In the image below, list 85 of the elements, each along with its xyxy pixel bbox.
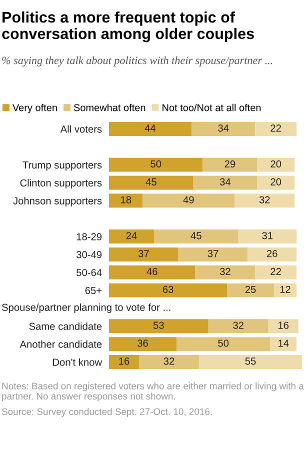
bar [108, 337, 176, 352]
y-tick-label: Johnson supporters [13, 196, 102, 206]
data-label: 20 [270, 178, 282, 186]
data-label: 45 [190, 232, 202, 240]
legend-label: Not too/Not at all often [162, 104, 261, 112]
data-label: 22 [270, 268, 281, 275]
bar [154, 230, 238, 244]
bar [257, 176, 295, 190]
text: Notes: Based on registered voters who are either married or living with a partner. No answer responses not shown. [2, 382, 304, 402]
bar [176, 337, 270, 352]
bar [202, 158, 258, 172]
bar [108, 283, 228, 298]
data-label: 29 [224, 160, 236, 168]
data-label: 44 [144, 124, 156, 132]
y-tick-label: Same candidate [29, 322, 102, 330]
bar [274, 283, 296, 298]
y-tick-label: Another candidate [20, 340, 102, 348]
bar [268, 319, 298, 334]
data-label: 32 [233, 322, 244, 329]
data-label: 50 [218, 340, 229, 347]
bar [208, 319, 268, 334]
data-label: 45 [146, 178, 156, 186]
bar [108, 176, 194, 190]
y-tick-label: Trump supporters [22, 162, 102, 171]
bar [255, 265, 296, 280]
chart-subtitle: % saying they talk about politics with their spouse/partner ... [2, 56, 272, 66]
data-label: 31 [262, 232, 273, 240]
bar [193, 176, 258, 190]
bar [108, 355, 139, 370]
data-label: 14 [278, 340, 289, 347]
data-label: 32 [164, 358, 174, 365]
data-label: 32 [220, 268, 230, 276]
bar [108, 194, 143, 208]
y-tick-label: 30-49 [76, 251, 102, 258]
bar [195, 265, 256, 280]
legend-label: Very often [12, 104, 57, 114]
bar [108, 247, 178, 262]
data-label: 16 [278, 322, 289, 329]
data-label: 34 [220, 178, 231, 186]
data-label: 24 [126, 232, 137, 240]
bar [238, 230, 296, 244]
bar [198, 355, 302, 370]
y-tick-label: 65+ [85, 286, 102, 294]
bar [227, 283, 274, 298]
bar [108, 230, 154, 244]
data-label: 37 [208, 250, 218, 258]
bar [142, 194, 235, 208]
data-label: 63 [162, 286, 174, 294]
data-label: 46 [146, 268, 158, 276]
data-label: 53 [153, 322, 164, 329]
bar [234, 194, 295, 208]
bar [108, 265, 196, 280]
y-tick-label: 50-64 [76, 268, 102, 276]
data-label: 22 [270, 124, 281, 132]
bar [255, 122, 296, 136]
bar [108, 319, 208, 334]
data-label: 25 [245, 286, 256, 294]
data-label: 55 [245, 358, 256, 365]
bar [108, 158, 203, 172]
y-tick-label: Spouse/partner planning to vote for ... [2, 304, 170, 313]
data-label: 37 [138, 250, 149, 258]
data-label: 32 [259, 196, 270, 204]
bar [248, 247, 296, 262]
data-label: 50 [150, 160, 162, 168]
y-tick-label: Don't know [53, 358, 102, 366]
legend-label: Somewhat often [74, 104, 146, 112]
bar [191, 122, 256, 136]
data-label: 20 [270, 160, 282, 168]
data-label: 36 [137, 340, 148, 347]
y-tick-label: Clinton supporters [20, 179, 102, 189]
data-label: 26 [266, 250, 278, 258]
source-note: Source: Survey conducted Sept. 27-Oct. 10, 2016. [2, 408, 212, 417]
data-label: 34 [218, 124, 229, 132]
bar [270, 337, 296, 352]
bar [108, 122, 192, 136]
data-label: 49 [183, 196, 194, 204]
chart-title: Politics a more frequent topic of conversation among older couples [2, 11, 254, 42]
y-tick-label: 18-29 [76, 233, 102, 240]
data-label: 16 [119, 358, 130, 365]
bar [138, 355, 199, 370]
y-tick-label: All voters [60, 125, 102, 133]
bar [257, 158, 295, 172]
bar [178, 247, 248, 262]
data-label: 18 [120, 196, 132, 204]
data-label: 12 [280, 286, 290, 293]
